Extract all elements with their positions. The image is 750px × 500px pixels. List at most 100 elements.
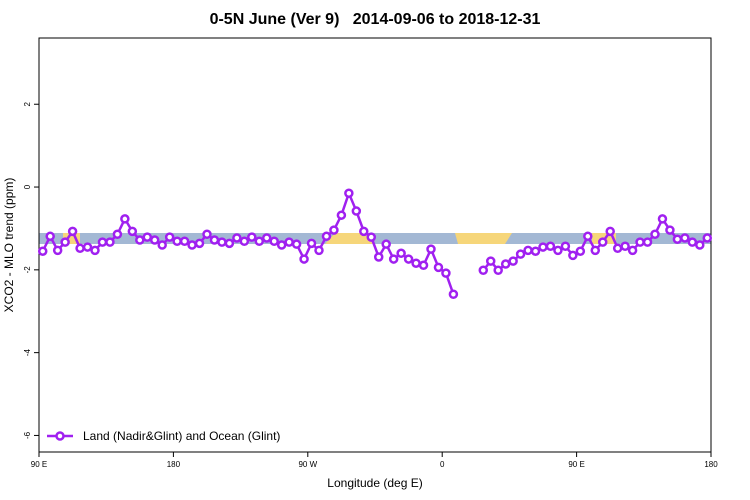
point (426, 244, 436, 254)
point (448, 289, 459, 300)
legend-marker (55, 431, 65, 441)
point (112, 229, 123, 239)
point (665, 225, 675, 235)
point (329, 225, 339, 235)
x-tick-label: 90 E (31, 460, 47, 469)
point (583, 231, 593, 242)
point (418, 260, 429, 271)
point (202, 229, 212, 239)
point (687, 237, 698, 247)
point (224, 238, 235, 249)
point (500, 259, 511, 269)
point (568, 250, 578, 261)
point (373, 252, 384, 262)
point (37, 246, 48, 256)
point (209, 235, 220, 245)
point (560, 241, 571, 251)
y-tick-label: -6 (23, 431, 32, 439)
point (336, 210, 347, 220)
point (381, 239, 391, 249)
point (194, 238, 205, 249)
land-band (455, 233, 512, 244)
point (254, 236, 265, 247)
point (493, 265, 503, 276)
point (306, 238, 317, 249)
land-band (63, 233, 80, 244)
point (269, 236, 279, 247)
point (314, 245, 324, 256)
point (75, 243, 85, 254)
point (441, 268, 451, 278)
point (657, 214, 668, 224)
point (366, 232, 377, 242)
point (650, 229, 660, 239)
point (299, 254, 309, 264)
point (276, 240, 287, 250)
point (135, 235, 145, 245)
point (523, 245, 533, 256)
point (485, 256, 496, 266)
point (179, 236, 190, 247)
point (351, 206, 362, 216)
point (105, 237, 115, 247)
point (553, 245, 563, 256)
point (359, 226, 369, 237)
point (590, 245, 601, 256)
point (284, 237, 294, 247)
point (82, 242, 93, 252)
point (403, 254, 414, 264)
point (627, 245, 638, 256)
point (695, 240, 705, 250)
point (672, 234, 683, 244)
point (433, 262, 444, 273)
land-band (325, 233, 374, 244)
point (545, 241, 556, 251)
point (291, 239, 302, 249)
x-tick-label: 180 (704, 460, 718, 469)
point (60, 237, 70, 247)
point (538, 242, 548, 252)
point (321, 231, 332, 242)
point (605, 226, 615, 237)
chart-title: 0-5N June (Ver 9) 2014-09-06 to 2018-12-… (210, 11, 541, 28)
point (344, 188, 354, 198)
x-tick-label: 0 (440, 460, 445, 469)
point (45, 231, 55, 242)
point (217, 237, 227, 247)
point (515, 249, 526, 259)
point (530, 246, 541, 256)
point (164, 232, 175, 242)
point (120, 214, 130, 224)
point (187, 240, 197, 250)
point (157, 240, 167, 250)
point (90, 245, 100, 256)
point (149, 235, 160, 245)
point (642, 237, 653, 247)
point (396, 248, 406, 259)
y-tick-label: -4 (23, 349, 32, 357)
y-tick-label: 0 (23, 184, 32, 189)
point (261, 233, 272, 243)
point (232, 233, 242, 243)
point (142, 232, 153, 242)
point (388, 254, 399, 264)
plot-frame (38, 37, 712, 453)
x-axis-label: Longitude (deg E) (327, 476, 422, 490)
point (680, 233, 690, 243)
point (172, 236, 182, 247)
point (52, 245, 63, 256)
legend-label: Land (Nadir&Glint) and Ocean (Glint) (83, 429, 280, 443)
point (247, 232, 257, 242)
y-axis-label: XCO2 - MLO trend (ppm) (2, 178, 16, 313)
point (575, 246, 586, 256)
point (702, 233, 713, 243)
point (612, 243, 623, 254)
point (597, 237, 608, 247)
point (620, 241, 630, 251)
point (635, 237, 645, 247)
point (127, 226, 138, 237)
point (478, 265, 489, 276)
point (411, 258, 421, 268)
point (239, 236, 250, 247)
